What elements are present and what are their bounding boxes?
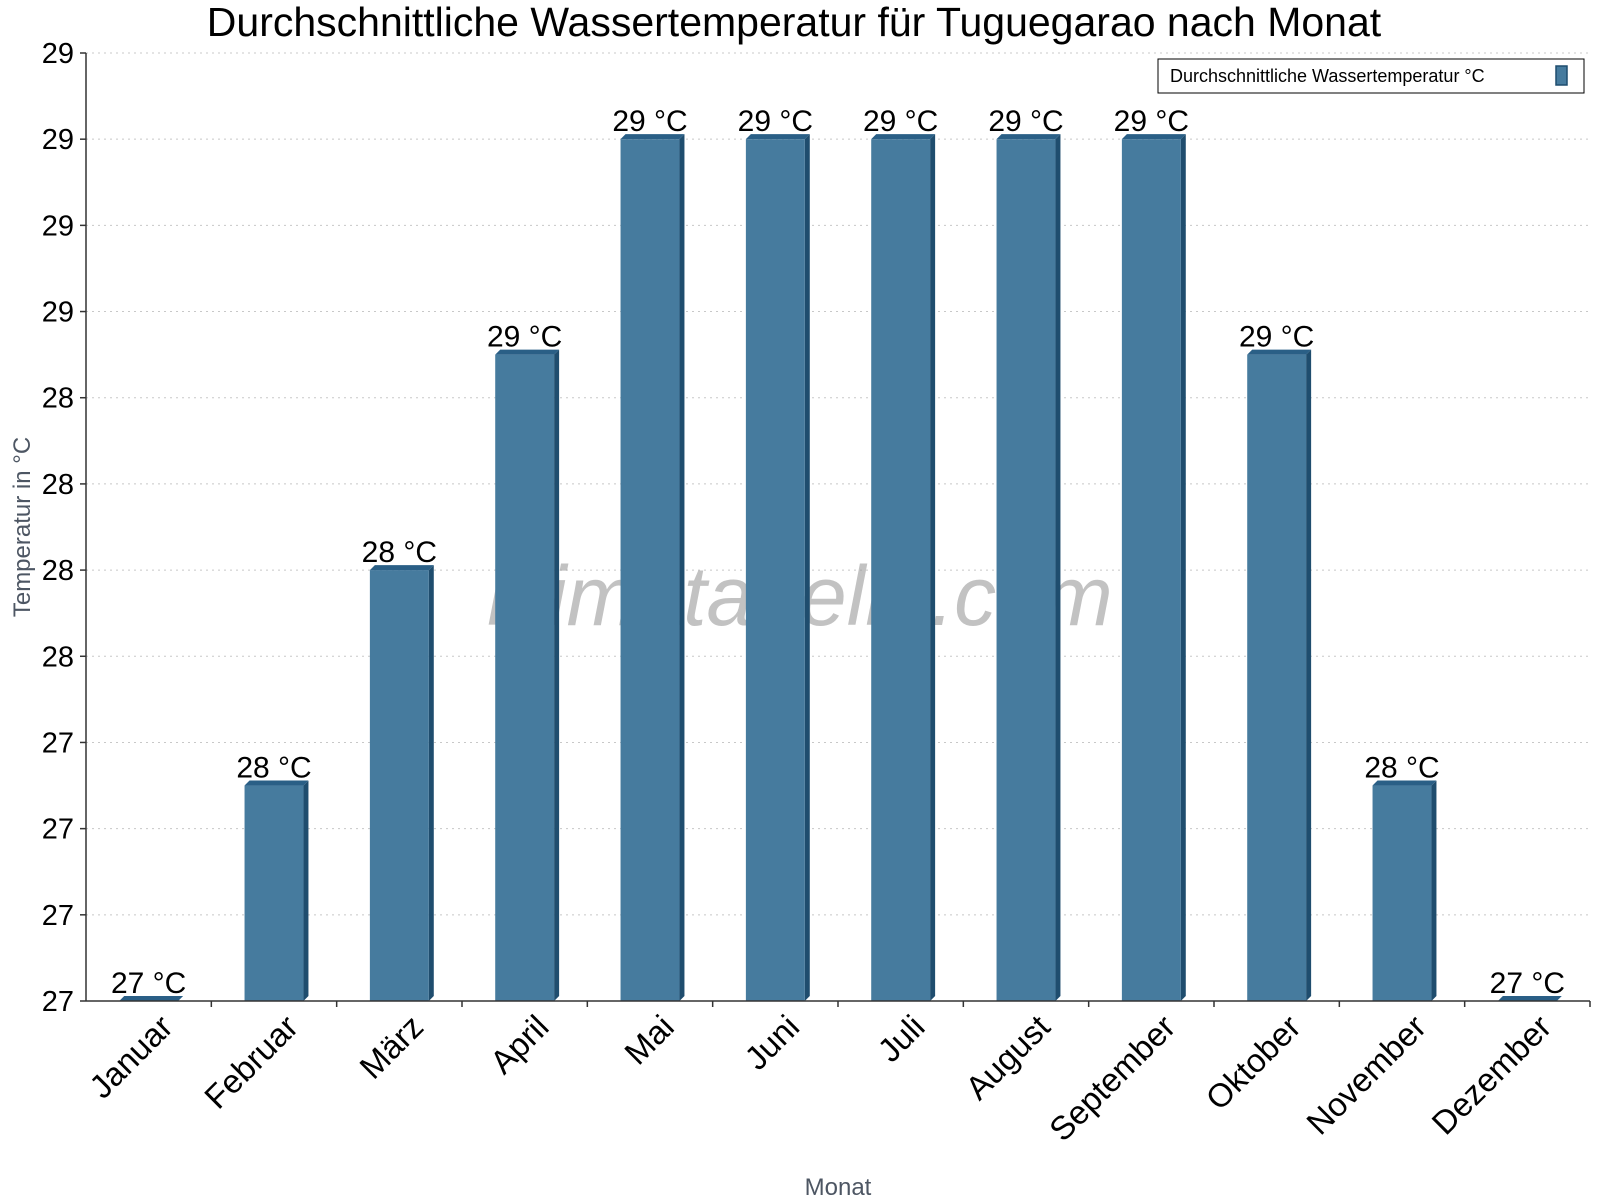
bar-front <box>369 570 429 1001</box>
x-tick-label: April <box>483 1008 556 1081</box>
bar <box>1247 349 1312 1001</box>
bar-side <box>930 134 936 1001</box>
bar <box>1121 134 1186 1001</box>
data-label: 29 °C <box>863 105 938 138</box>
bar-top <box>745 134 810 140</box>
x-tick-label: Oktober <box>1198 1008 1307 1117</box>
data-label: 28 °C <box>236 752 311 785</box>
y-tick-label: 29 <box>42 124 74 156</box>
y-tick-label: 29 <box>42 210 74 242</box>
y-tick-label: 28 <box>42 641 74 673</box>
y-tick-label: 27 <box>42 986 74 1018</box>
legend-label: Durchschnittliche Wassertemperatur °C <box>1170 66 1485 86</box>
chart-title: Durchschnittliche Wassertemperatur für T… <box>207 0 1382 45</box>
bar <box>369 565 434 1001</box>
bar-front <box>745 139 805 1001</box>
data-label: 28 °C <box>362 536 437 569</box>
x-tick-label: November <box>1299 1008 1433 1142</box>
bar-side <box>1055 134 1061 1001</box>
x-tick-label: Dezember <box>1424 1008 1558 1142</box>
bar-side <box>804 134 810 1001</box>
bar-front <box>1247 354 1307 1001</box>
y-tick-label: 27 <box>42 814 74 846</box>
grid-lines <box>86 52 1590 916</box>
y-tick-label: 29 <box>42 297 74 329</box>
bar-side <box>1306 349 1312 1001</box>
bars <box>119 134 1562 1001</box>
bar-top <box>119 996 184 1001</box>
x-tick-label: September <box>1042 1008 1182 1148</box>
bar <box>1497 996 1562 1001</box>
bar-top <box>1121 134 1186 140</box>
bar <box>244 780 309 1001</box>
y-ticks: 27 27 27 27 28 28 28 28 29 29 29 29 <box>42 38 86 1018</box>
bar-front <box>871 139 931 1001</box>
y-tick-label: 28 <box>42 469 74 501</box>
x-tick-label: Februar <box>197 1008 305 1116</box>
x-tick-label: Mai <box>617 1008 681 1072</box>
legend-box <box>1157 58 1585 94</box>
x-tick-label: Juni <box>737 1008 806 1077</box>
data-label: 29 °C <box>738 105 813 138</box>
data-label: 28 °C <box>1364 752 1439 785</box>
bar-side <box>1431 780 1437 1001</box>
bar-front <box>620 139 680 1001</box>
data-label: 29 °C <box>1239 321 1314 354</box>
bar-side <box>428 565 434 1001</box>
legend-swatch <box>1555 65 1568 86</box>
data-label: 29 °C <box>1114 105 1189 138</box>
x-tick-label: März <box>352 1008 430 1086</box>
bar <box>620 134 685 1001</box>
data-label: 27 °C <box>1490 967 1565 1000</box>
bar-side <box>679 134 685 1001</box>
bar-front <box>495 354 555 1001</box>
bar <box>119 996 184 1001</box>
bar-side <box>303 780 309 1001</box>
x-tick-label: Juli <box>870 1008 931 1069</box>
bar-front <box>996 139 1056 1001</box>
bar-top <box>244 780 309 786</box>
data-labels: 27 °C 28 °C 28 °C 29 °C 29 °C 29 °C 29 °C 29 °C… <box>111 105 1565 1000</box>
data-label: 29 °C <box>487 321 562 354</box>
bar-front <box>1121 139 1181 1001</box>
y-tick-label: 29 <box>42 38 74 70</box>
y-tick-label: 27 <box>42 900 74 932</box>
bar <box>495 349 560 1001</box>
data-label: 29 °C <box>612 105 687 138</box>
x-ticks: Januar Februar März April Mai Juni Juli AugustS… <box>82 1001 1591 1148</box>
bar-top <box>996 134 1061 140</box>
data-label: 29 °C <box>988 105 1063 138</box>
data-label: 27 °C <box>111 967 186 1000</box>
bar <box>745 134 810 1001</box>
bar <box>1372 780 1437 1001</box>
bar-front <box>1372 785 1432 1001</box>
x-axis-label: Monat <box>805 1174 872 1200</box>
y-tick-label: 28 <box>42 383 74 415</box>
y-tick-label: 27 <box>42 727 74 759</box>
legend: Durchschnittliche Wassertemperatur °C <box>1157 58 1585 94</box>
bar <box>996 134 1061 1001</box>
x-tick-label: August <box>958 1008 1057 1107</box>
y-tick-label: 28 <box>42 555 74 587</box>
bar-top <box>495 349 560 355</box>
bar-side <box>1180 134 1186 1001</box>
bar <box>871 134 936 1001</box>
bar-top <box>1247 349 1312 355</box>
bar-top <box>871 134 936 140</box>
bar-top <box>1372 780 1437 786</box>
bar-top <box>620 134 685 140</box>
y-axis-label: Temperatur in °C <box>9 437 36 617</box>
x-tick-label: Januar <box>82 1008 180 1106</box>
bar-top <box>1497 996 1562 1001</box>
bar-front <box>244 785 304 1001</box>
bar-top <box>369 565 434 571</box>
bar-side <box>554 349 560 1001</box>
